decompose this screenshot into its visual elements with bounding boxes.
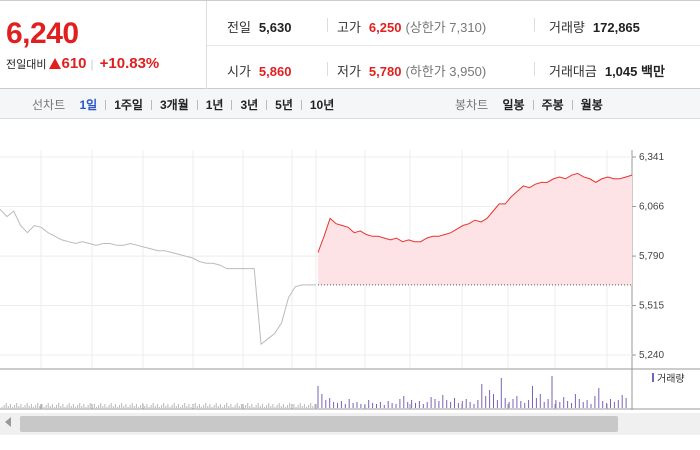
- tab-period-5[interactable]: 5년: [275, 98, 293, 112]
- price-box: 6,240 전일대비 610 | +10.83%: [0, 1, 207, 89]
- line-chart-label: 선차트: [32, 98, 66, 112]
- candle-chart-tabs: 봉차트 일봉 주봉 월봉: [455, 96, 604, 113]
- stat-label: 저가: [337, 64, 361, 79]
- divider: |: [90, 57, 94, 71]
- tab-divider: [300, 100, 302, 110]
- stat-volume: 거래량 172,865: [549, 17, 640, 36]
- volume-legend-swatch: [652, 373, 654, 382]
- y-tick-label-1: 6,066: [639, 201, 664, 212]
- tab-candle-1[interactable]: 주봉: [541, 98, 564, 112]
- tab-divider: [150, 100, 152, 110]
- y-tick-label-0: 6,341: [639, 152, 664, 163]
- tab-period-2[interactable]: 3개월: [159, 98, 189, 112]
- stats-table: 전일 5,630 고가 6,250 (상한가 7,310) 거래량 172,865 시가…: [207, 1, 700, 89]
- tab-candle-2[interactable]: 월봉: [580, 98, 603, 112]
- stat-value: 6,250: [368, 20, 402, 35]
- stat-value: 1,045 백만: [604, 64, 665, 79]
- stat-sub: (상한가 7,310): [405, 20, 487, 35]
- candle-chart-label: 봉차트: [455, 98, 489, 112]
- change-amount: 610: [61, 55, 87, 72]
- tab-period-1[interactable]: 1주일: [114, 98, 143, 112]
- tab-divider: [532, 100, 534, 110]
- chart-scrollbar[interactable]: [0, 413, 700, 435]
- stat-high: 고가 6,250 (상한가 7,310): [337, 17, 486, 36]
- divider: [327, 18, 328, 32]
- y-tick-label-2: 5,790: [639, 251, 664, 262]
- stat-label: 시가: [227, 64, 251, 79]
- tab-candle-0[interactable]: 일봉: [502, 98, 525, 112]
- up-arrow-icon: [49, 58, 62, 69]
- tab-period-3[interactable]: 1년: [205, 98, 224, 112]
- change-label: 전일대비: [6, 59, 47, 71]
- y-tick-label-4: 5,240: [639, 350, 664, 361]
- price-change: 전일대비 610 | +10.83%: [6, 55, 159, 72]
- stat-sub: (하한가 3,950): [405, 64, 487, 79]
- divider: [207, 45, 700, 46]
- scroll-left-icon[interactable]: [5, 417, 11, 427]
- tab-period-6[interactable]: 10년: [309, 98, 335, 112]
- current-price: 6,240: [6, 17, 79, 50]
- tab-divider: [231, 100, 233, 110]
- stat-value: 5,630: [258, 20, 292, 35]
- divider: [534, 62, 535, 76]
- tab-divider: [571, 100, 573, 110]
- divider: [327, 62, 328, 76]
- y-tick-label-3: 5,515: [639, 301, 664, 312]
- stat-value: 172,865: [592, 20, 640, 35]
- tab-period-0[interactable]: 1일: [79, 98, 98, 112]
- change-percent: +10.83%: [99, 55, 160, 72]
- stat-label: 고가: [337, 20, 361, 35]
- stat-label: 거래량: [549, 20, 585, 35]
- stat-label: 거래대금: [549, 64, 597, 79]
- stat-value: 5,860: [258, 64, 292, 79]
- stat-turnover: 거래대금 1,045 백만: [549, 61, 665, 80]
- series-today-area: [318, 173, 632, 285]
- price-chart[interactable]: 6,341 6,066 5,790 5,515 5,240 거래량: [0, 120, 700, 410]
- volume-legend-label: 거래량: [657, 373, 685, 385]
- series-prev-day-line: [0, 208, 316, 346]
- quote-panel: 6,240 전일대비 610 | +10.83% 전일 5,630 고가 6,250 (상한…: [0, 0, 700, 89]
- stat-value: 5,780: [368, 64, 402, 79]
- chart-tab-bar: 선차트 1일 1주일 3개월 1년 3년 5년 10년 봉차트 일봉 주봉 월봉: [0, 89, 700, 119]
- tab-divider: [105, 100, 107, 110]
- tab-period-4[interactable]: 3년: [240, 98, 259, 112]
- series-today-line: [317, 172, 633, 253]
- stat-prev-close: 전일 5,630: [227, 17, 291, 36]
- tab-divider: [196, 100, 198, 110]
- divider: [534, 18, 535, 32]
- stat-label: 전일: [227, 20, 251, 35]
- tab-divider: [266, 100, 268, 110]
- line-chart-tabs: 선차트 1일 1주일 3개월 1년 3년 5년 10년: [32, 96, 335, 113]
- scrollbar-thumb[interactable]: [20, 416, 618, 432]
- stat-low: 저가 5,780 (하한가 3,950): [337, 61, 486, 80]
- chart-canvas[interactable]: 6,341 6,066 5,790 5,515 5,240 거래량: [0, 120, 700, 410]
- stat-open: 시가 5,860: [227, 61, 291, 80]
